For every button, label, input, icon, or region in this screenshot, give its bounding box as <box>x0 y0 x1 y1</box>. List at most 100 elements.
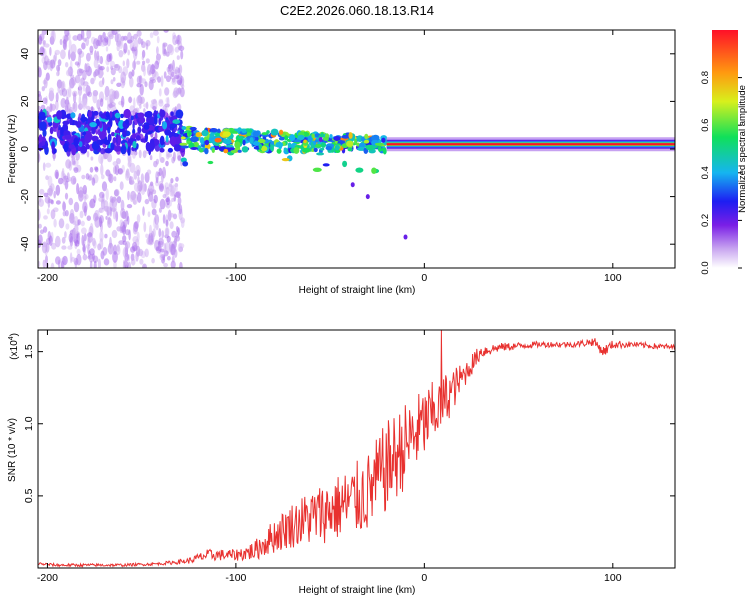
noise-speckle <box>101 174 105 180</box>
signal-blob <box>241 146 249 153</box>
noise-band-blob <box>63 142 69 153</box>
noise-speckle <box>42 259 46 268</box>
noise-band-blob <box>102 122 107 132</box>
noise-speckle <box>114 63 121 71</box>
signal-blob <box>354 138 358 145</box>
noise-speckle <box>143 108 146 114</box>
noise-speckle <box>175 191 182 199</box>
noise-band-blob <box>159 148 165 153</box>
noise-speckle <box>55 184 61 196</box>
noise-speckle <box>83 98 88 108</box>
signal-blob <box>230 130 238 134</box>
noise-speckle <box>180 50 184 60</box>
noise-speckle <box>152 30 159 36</box>
noise-speckle <box>98 80 104 88</box>
noise-speckle <box>152 106 157 111</box>
noise-speckle <box>83 37 87 42</box>
noise-speckle <box>48 235 53 246</box>
noise-speckle <box>65 223 70 230</box>
noise-speckle <box>85 173 90 180</box>
noise-speckle <box>137 192 142 204</box>
noise-speckle <box>72 35 79 41</box>
noise-speckle <box>57 83 61 94</box>
noise-speckle <box>125 241 131 249</box>
noise-speckle <box>83 195 87 202</box>
noise-speckle <box>128 180 135 185</box>
noise-speckle <box>152 228 156 238</box>
signal-blob <box>333 136 341 141</box>
signal-blob <box>363 139 370 144</box>
noise-speckle <box>54 49 61 56</box>
noise-speckle <box>38 66 41 73</box>
spec-ytick-label: 0 <box>19 146 31 152</box>
noise-speckle <box>94 167 99 173</box>
noise-speckle <box>92 212 99 222</box>
noise-speckle <box>107 216 111 225</box>
noise-speckle <box>136 214 141 223</box>
noise-speckle <box>171 156 175 164</box>
snr-ylabel: SNR (10 * v/v) <box>7 418 18 482</box>
noise-speckle <box>69 252 73 264</box>
noise-speckle <box>38 234 43 245</box>
noise-speckle <box>92 255 99 263</box>
noise-speckle <box>68 86 72 98</box>
noise-speckle <box>71 76 77 86</box>
noise-speckle <box>86 215 92 221</box>
signal-blob <box>374 142 384 146</box>
noise-speckle <box>76 183 80 195</box>
noise-speckle <box>149 155 153 161</box>
noise-speckle <box>170 260 176 268</box>
noise-speckle <box>174 66 179 77</box>
noise-speckle <box>141 41 146 49</box>
noise-speckle <box>142 264 146 268</box>
noise-speckle <box>89 260 93 268</box>
signal-blob <box>217 128 221 135</box>
noise-speckle <box>68 39 72 52</box>
noise-speckle <box>126 204 133 209</box>
noise-speckle <box>135 251 139 262</box>
noise-band-blob <box>84 133 92 144</box>
signal-blob <box>214 137 222 143</box>
noise-speckle <box>87 237 91 247</box>
noise-speckle <box>112 161 119 167</box>
noise-speckle <box>158 207 162 213</box>
noise-speckle <box>106 54 112 63</box>
noise-speckle <box>122 60 126 67</box>
noise-speckle <box>102 153 106 160</box>
signal-blob <box>316 152 325 156</box>
noise-speckle <box>129 76 134 88</box>
noise-speckle <box>55 200 61 205</box>
signal-blob <box>189 142 194 147</box>
noise-speckle <box>131 241 138 252</box>
noise-speckle <box>90 156 94 161</box>
noise-speckle <box>100 164 104 176</box>
signal-blob <box>238 135 244 140</box>
noise-speckle <box>158 228 162 238</box>
noise-speckle <box>176 55 180 60</box>
noise-speckle <box>178 64 183 75</box>
noise-speckle <box>134 107 140 113</box>
noise-speckle <box>105 215 108 220</box>
signal-blob <box>201 129 209 137</box>
signal-blob <box>293 147 300 154</box>
noise-speckle <box>78 186 84 198</box>
noise-speckle <box>127 96 133 103</box>
noise-band-blob <box>172 119 181 125</box>
snr-xtick-label: 0 <box>421 572 427 584</box>
noise-speckle <box>145 42 149 50</box>
signal-blob <box>222 131 231 137</box>
signal-blob <box>283 147 287 151</box>
signal-blob <box>270 144 274 152</box>
noise-speckle <box>67 245 73 250</box>
noise-band-blob <box>179 128 185 135</box>
signal-blob <box>209 132 215 138</box>
noise-speckle <box>137 176 140 184</box>
noise-speckle <box>42 162 46 172</box>
noise-speckle <box>144 248 149 258</box>
noise-speckle <box>164 87 170 96</box>
noise-band-blob <box>175 109 184 119</box>
noise-speckle <box>122 235 127 243</box>
noise-speckle <box>146 237 151 245</box>
signal-blob <box>199 137 205 144</box>
noise-speckle <box>80 30 85 40</box>
